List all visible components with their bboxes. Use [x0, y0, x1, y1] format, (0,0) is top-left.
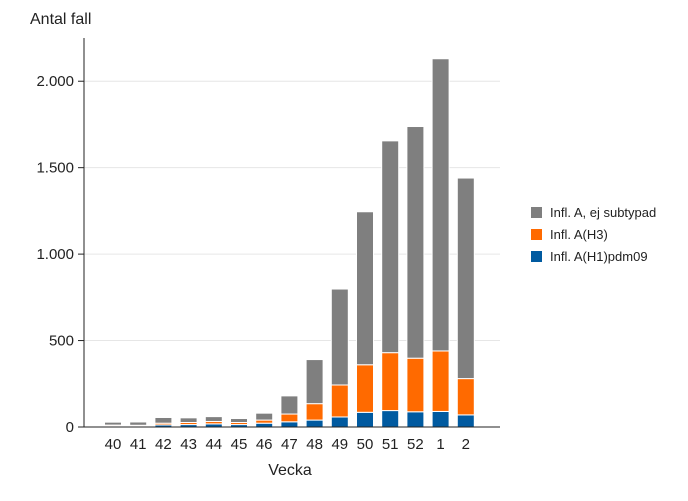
bar-segment — [204, 416, 223, 422]
x-tick-label: 46 — [256, 436, 273, 453]
legend: Infl. A, ej subtypad Infl. A(H3) Infl. A(H… — [531, 205, 656, 264]
bar-segment — [330, 384, 349, 418]
bar-segment — [255, 422, 274, 428]
gridlines — [84, 80, 500, 342]
bar-segment — [129, 421, 148, 426]
bar-segment — [280, 421, 299, 428]
bar-segment — [255, 412, 274, 421]
x-ticks: 40 41 42 43 44 45 46 47 48 49 50 51 52 1 2 — [105, 436, 470, 453]
bar-segment — [431, 58, 450, 352]
y-axis-label: Antal fall — [30, 11, 91, 28]
bar-segment — [456, 378, 475, 416]
bar-segment — [431, 350, 450, 412]
y-tick-label: 1.500 — [36, 160, 74, 177]
x-tick-label: 45 — [231, 436, 248, 453]
bar-segment — [456, 414, 475, 428]
x-tick-label: 50 — [357, 436, 374, 453]
bar-segment — [179, 417, 198, 424]
bar-segment — [456, 177, 475, 380]
bar-segment — [356, 411, 374, 428]
legend-label: Infl. A(H3) — [550, 227, 608, 242]
bar-segment — [305, 419, 324, 428]
bar-segment — [431, 410, 450, 428]
x-tick-label: 48 — [306, 436, 323, 453]
bar-segment — [330, 416, 349, 428]
bar-segment — [406, 126, 425, 359]
legend-swatch — [531, 229, 542, 240]
bar-segment — [406, 357, 425, 413]
y-ticks: 0 500 1.000 1.500 2.000 — [36, 73, 84, 436]
x-axis-label: Vecka — [268, 462, 312, 479]
legend-swatch — [531, 251, 542, 262]
legend-swatch — [531, 207, 542, 218]
bar-segment — [330, 288, 349, 386]
bar-segment — [406, 411, 425, 428]
bar-segment — [154, 416, 173, 424]
x-tick-label: 49 — [331, 436, 348, 453]
x-tick-label: 2 — [462, 436, 470, 453]
x-tick-label: 43 — [180, 436, 197, 453]
y-tick-label: 500 — [49, 333, 74, 350]
bar-segment — [305, 403, 324, 421]
x-tick-label: 1 — [436, 436, 444, 453]
bar-segment — [381, 352, 400, 412]
y-tick-label: 1.000 — [36, 246, 74, 263]
bar-segment — [356, 211, 374, 366]
legend-label: Infl. A, ej subtypad — [550, 205, 656, 220]
x-tick-label: 51 — [382, 436, 399, 453]
bar-segment — [356, 364, 374, 413]
x-tick-label: 44 — [205, 436, 222, 453]
x-tick-label: 52 — [407, 436, 424, 453]
bar-segment — [230, 418, 248, 424]
y-tick-label: 0 — [66, 419, 74, 436]
x-tick-label: 41 — [130, 436, 147, 453]
bar-segment — [381, 140, 400, 354]
bar-segment — [305, 359, 324, 405]
bar-segment — [280, 395, 299, 415]
x-tick-label: 47 — [281, 436, 298, 453]
bars — [104, 58, 475, 428]
x-tick-label: 40 — [105, 436, 122, 453]
legend-label: Infl. A(H1)pdm09 — [550, 249, 648, 264]
bar-segment — [104, 421, 122, 426]
y-tick-label: 2.000 — [36, 73, 74, 90]
bar-segment — [381, 410, 400, 428]
bar-segment — [280, 413, 299, 423]
x-tick-label: 42 — [155, 436, 172, 453]
